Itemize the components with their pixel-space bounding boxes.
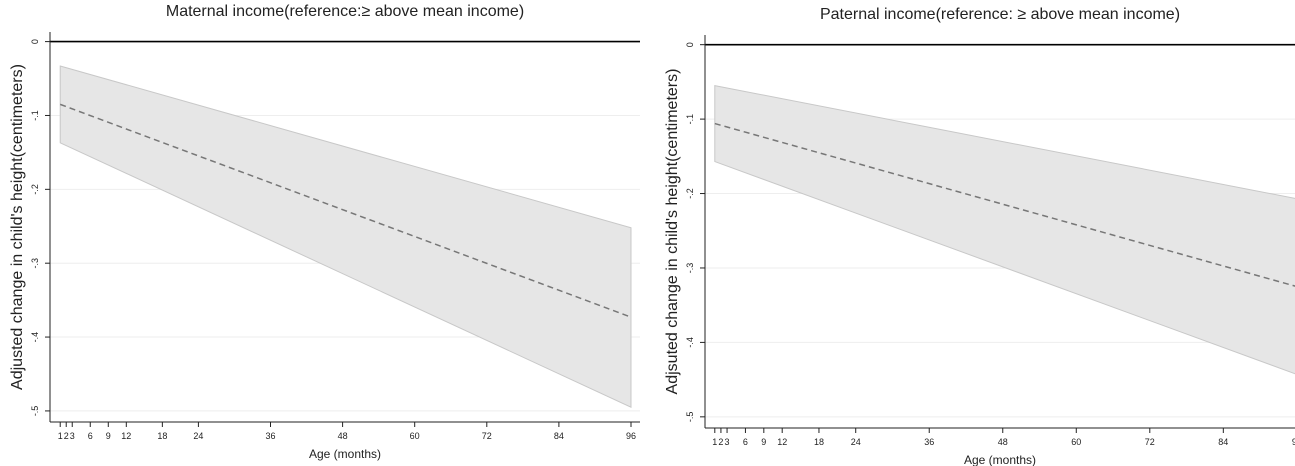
x-tick-label: 72 bbox=[1145, 437, 1155, 447]
x-tick-label: 1 bbox=[58, 431, 63, 441]
y-tick-label: -.4 bbox=[685, 337, 695, 348]
x-tick-label: 60 bbox=[410, 431, 420, 441]
y-tick-label: 0 bbox=[30, 39, 40, 44]
x-tick-label: 18 bbox=[157, 431, 167, 441]
confidence-band bbox=[714, 85, 1295, 375]
x-tick-label: 9 bbox=[106, 431, 111, 441]
x-tick-label: 84 bbox=[1218, 437, 1228, 447]
y-tick-label: -.5 bbox=[30, 406, 40, 417]
x-tick-label: 3 bbox=[725, 437, 730, 447]
x-tick-label: 3 bbox=[70, 431, 75, 441]
y-axis-label: Adjusted change in child's height(centim… bbox=[9, 64, 26, 390]
y-tick-label: -.3 bbox=[30, 258, 40, 269]
y-tick-label: -.3 bbox=[685, 263, 695, 274]
x-tick-label: 12 bbox=[777, 437, 787, 447]
y-tick-label: -.1 bbox=[30, 110, 40, 121]
x-tick-label: 96 bbox=[626, 431, 636, 441]
x-tick-label: 36 bbox=[265, 431, 275, 441]
x-tick-label: 6 bbox=[743, 437, 748, 447]
x-tick-label: 96 bbox=[1292, 437, 1295, 447]
y-tick-label: -.1 bbox=[685, 114, 695, 125]
estimate-line bbox=[59, 103, 632, 318]
x-tick-label: 48 bbox=[338, 431, 348, 441]
y-tick-label: -.5 bbox=[685, 412, 695, 423]
x-tick-label: 2 bbox=[718, 437, 723, 447]
x-tick-label: 84 bbox=[554, 431, 564, 441]
y-tick-label: -.2 bbox=[685, 188, 695, 199]
confidence-band bbox=[59, 65, 632, 409]
x-tick-label: 72 bbox=[482, 431, 492, 441]
x-tick-label: 36 bbox=[924, 437, 934, 447]
x-tick-label: 24 bbox=[193, 431, 203, 441]
chart-title: Paternal income(reference: ≥ above mean … bbox=[820, 6, 1180, 23]
x-tick-label: 18 bbox=[814, 437, 824, 447]
y-tick-label: -.2 bbox=[30, 184, 40, 195]
x-tick-label: 24 bbox=[851, 437, 861, 447]
y-tick-label: 0 bbox=[685, 42, 695, 47]
x-tick-label: 1 bbox=[712, 437, 717, 447]
x-tick-label: 60 bbox=[1071, 437, 1081, 447]
estimate-line bbox=[714, 122, 1295, 287]
y-tick-label: -.4 bbox=[30, 332, 40, 343]
x-tick-label: 12 bbox=[121, 431, 131, 441]
x-axis-label: Age (months) bbox=[309, 447, 381, 461]
y-axis-label: Adjsuted change in child's height(centim… bbox=[664, 69, 681, 395]
x-tick-label: 6 bbox=[88, 431, 93, 441]
x-tick-label: 2 bbox=[64, 431, 69, 441]
x-axis-label: Age (months) bbox=[964, 453, 1036, 466]
x-tick-label: 48 bbox=[998, 437, 1008, 447]
x-tick-label: 9 bbox=[761, 437, 766, 447]
chart-title: Maternal income(reference:≥ above mean i… bbox=[166, 3, 524, 20]
